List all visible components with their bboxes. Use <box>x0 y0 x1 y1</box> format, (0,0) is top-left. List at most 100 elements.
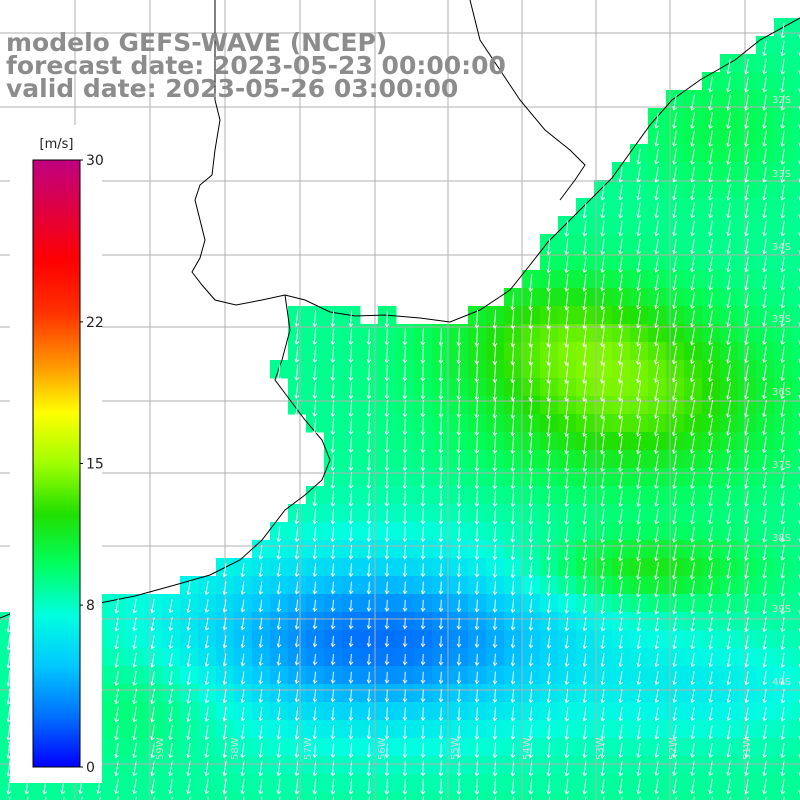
wind-arrow <box>422 508 424 524</box>
wind-arrowhead <box>492 342 498 347</box>
wind-arrowhead <box>780 502 785 507</box>
wind-arrowhead <box>42 790 48 795</box>
wind-arrowhead <box>564 397 569 402</box>
wind-arrowhead <box>636 627 642 632</box>
wind-arrow <box>458 653 460 666</box>
wind-arrow <box>727 526 731 542</box>
wind-arrow <box>169 599 173 613</box>
wind-arrow <box>727 544 731 561</box>
wind-arrow <box>637 724 641 740</box>
wind-arrowhead <box>600 735 606 740</box>
wind-arrowhead <box>492 772 498 777</box>
longitude-label: 58W <box>230 737 241 760</box>
wind-arrow <box>727 760 731 776</box>
wind-arrowhead <box>366 520 372 525</box>
wind-arrowhead <box>564 343 569 348</box>
wind-arrow <box>637 544 641 561</box>
wind-arrowhead <box>168 644 174 650</box>
wind-arrow <box>709 653 713 667</box>
wind-arrowhead <box>654 323 659 328</box>
wind-arrow <box>241 671 245 684</box>
wind-speed-cell <box>792 666 800 685</box>
wind-arrowhead <box>636 414 641 420</box>
wind-arrowhead <box>744 142 749 148</box>
wind-arrow <box>386 382 388 399</box>
wind-arrow <box>709 328 713 345</box>
wind-arrow <box>350 563 352 577</box>
wind-arrow <box>529 309 533 329</box>
wind-arrowhead <box>510 520 516 525</box>
wind-arrow <box>512 635 514 648</box>
wind-arrow <box>601 616 605 631</box>
wind-arrowhead <box>294 735 300 740</box>
wind-arrow <box>763 490 767 506</box>
wind-arrowhead <box>582 609 588 615</box>
wind-arrowhead <box>510 306 516 311</box>
wind-arrowhead <box>510 680 516 685</box>
wind-arrow <box>601 202 605 218</box>
wind-arrow <box>781 454 785 471</box>
wind-arrowhead <box>222 753 228 759</box>
wind-arrow <box>637 148 641 165</box>
wind-arrowhead <box>618 305 623 310</box>
wind-arrow <box>512 796 515 800</box>
wind-arrowhead <box>672 232 677 237</box>
wind-arrowhead <box>348 643 354 648</box>
wind-arrowhead <box>330 572 336 578</box>
wind-arrowhead <box>474 324 480 329</box>
wind-arrow <box>169 635 173 649</box>
wind-arrow <box>368 635 370 647</box>
wind-arrowhead <box>708 231 713 237</box>
wind-arrowhead <box>366 590 372 595</box>
wind-arrowhead <box>510 343 516 348</box>
wind-arrow <box>619 417 623 437</box>
wind-arrow <box>763 40 767 56</box>
wind-speed-cell <box>774 792 793 800</box>
wind-arrowhead <box>600 557 605 562</box>
wind-arrow <box>440 671 442 684</box>
wind-arrowhead <box>546 717 552 722</box>
wind-arrow <box>583 742 587 758</box>
wind-arrow <box>512 760 514 776</box>
wind-arrowhead <box>636 735 642 740</box>
wind-arrow <box>709 598 713 614</box>
wind-arrow <box>619 724 623 740</box>
wind-arrowhead <box>726 395 731 400</box>
wind-arrowhead <box>510 556 516 561</box>
wind-arrow <box>422 689 424 702</box>
wind-arrowhead <box>744 610 749 615</box>
wind-arrow <box>781 742 785 758</box>
wind-arrow <box>331 382 335 399</box>
wind-arrow <box>529 562 533 578</box>
wind-arrow <box>529 544 533 560</box>
wind-arrow <box>7 742 11 759</box>
wind-arrow <box>583 635 587 649</box>
wind-arrow <box>241 742 245 758</box>
wind-arrowhead <box>654 250 659 255</box>
wind-arrow <box>673 598 677 614</box>
wind-arrow <box>781 670 785 685</box>
wind-arrow <box>350 653 352 665</box>
wind-arrow <box>223 689 227 703</box>
wind-arrowhead <box>672 432 677 437</box>
wind-arrowhead <box>780 322 785 327</box>
wind-arrowhead <box>600 717 606 722</box>
wind-arrowhead <box>474 431 480 437</box>
wind-arrowhead <box>528 591 534 597</box>
wind-arrowhead <box>780 484 785 489</box>
wind-arrowhead <box>276 679 282 685</box>
wind-arrowhead <box>636 467 641 472</box>
wind-arrowhead <box>384 341 390 346</box>
wind-arrowhead <box>222 771 228 777</box>
wind-arrow <box>637 760 641 776</box>
wind-arrowhead <box>690 771 695 777</box>
wind-arrow <box>313 310 317 327</box>
wind-arrow <box>529 599 533 613</box>
wind-arrow <box>583 490 587 507</box>
forecast-date: forecast date: 2023-05-23 00:00:00 <box>6 51 506 80</box>
wind-arrowhead <box>744 106 749 111</box>
wind-arrow <box>781 274 785 290</box>
wind-arrowhead <box>618 627 624 632</box>
wind-arrow <box>458 563 460 577</box>
